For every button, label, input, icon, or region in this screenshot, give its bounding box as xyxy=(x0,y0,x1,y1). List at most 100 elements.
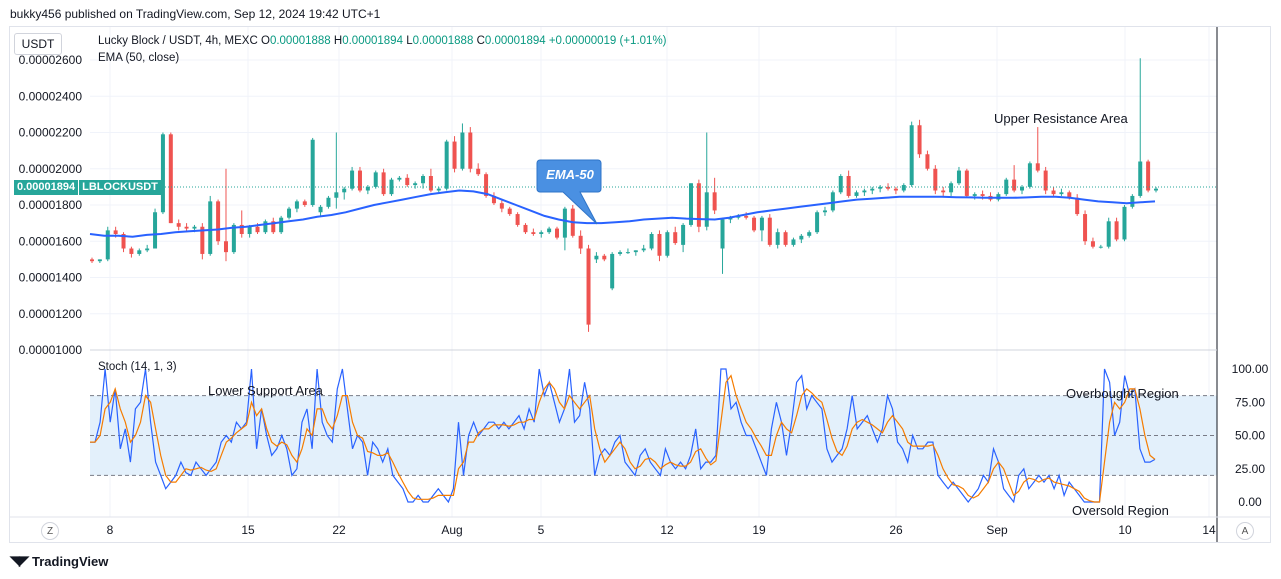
candle-body xyxy=(625,252,630,254)
chart-frame xyxy=(9,26,1271,543)
candles-layer xyxy=(90,58,1158,332)
candle xyxy=(397,176,402,182)
candle xyxy=(531,228,536,236)
candle-body xyxy=(436,188,441,191)
candle xyxy=(373,170,378,189)
candle xyxy=(160,132,165,215)
candle xyxy=(555,226,560,240)
stoch-tick-label: 100.00 xyxy=(1232,362,1269,376)
z-button[interactable]: Z xyxy=(41,522,59,540)
candle xyxy=(878,185,883,193)
candle xyxy=(460,123,465,171)
ema-50-line xyxy=(89,189,1156,238)
candle-body xyxy=(673,232,678,244)
legend-ema: EMA (50, close) xyxy=(98,52,180,64)
candle-body xyxy=(381,172,386,195)
candle-body xyxy=(294,201,299,209)
candle-body xyxy=(1106,221,1111,247)
tradingview-logo-icon: ◥◤ xyxy=(10,553,29,568)
candle xyxy=(1130,194,1135,209)
candle xyxy=(1075,194,1080,216)
candle xyxy=(1059,188,1064,196)
candle-body xyxy=(649,234,654,249)
candle xyxy=(815,210,820,234)
price-tick-label: 0.00002000 xyxy=(19,162,83,176)
price-tick-label: 0.00002200 xyxy=(19,126,83,140)
candle-body xyxy=(192,226,197,229)
candle xyxy=(799,234,804,244)
candle-body xyxy=(815,212,820,233)
legend-change: +0.00000019 (+1.01%) xyxy=(548,35,667,47)
candle xyxy=(649,232,654,251)
candle-body xyxy=(618,252,623,254)
candle xyxy=(381,168,386,196)
candle xyxy=(476,163,481,176)
candle xyxy=(602,253,607,262)
candle-body xyxy=(1035,163,1040,171)
candle-body xyxy=(767,217,772,245)
candle xyxy=(428,168,433,193)
candle-body xyxy=(822,210,827,213)
candle-body xyxy=(893,188,898,191)
candle xyxy=(515,212,520,227)
candle-body xyxy=(137,250,142,254)
candle xyxy=(365,185,370,195)
time-tick-label: 15 xyxy=(241,523,255,537)
time-axis-ticks: 8 15 22 Aug 5 12 19 26 Sep 10 14 xyxy=(107,523,1216,537)
candle xyxy=(1154,186,1158,193)
candle-body xyxy=(334,192,339,198)
candle-body xyxy=(1083,214,1088,242)
candle xyxy=(767,214,772,247)
candle xyxy=(1035,127,1040,173)
candle-body xyxy=(1154,188,1158,191)
legend-low-label: L xyxy=(406,35,413,47)
candle xyxy=(1012,165,1017,193)
candle-body xyxy=(586,248,591,325)
candle xyxy=(129,246,134,258)
time-tick-label: 19 xyxy=(752,523,766,537)
candle-body xyxy=(491,195,496,204)
candle xyxy=(239,210,244,238)
candle xyxy=(807,230,812,238)
candle xyxy=(176,219,181,231)
candle xyxy=(468,127,473,173)
candle-body xyxy=(263,221,268,233)
candle xyxy=(436,186,441,193)
candle xyxy=(105,226,110,262)
overbought-label: Overbought Region xyxy=(1066,386,1179,401)
candle-body xyxy=(484,174,489,196)
candle xyxy=(720,217,725,274)
candle-body xyxy=(1090,241,1095,247)
candle-body xyxy=(302,201,307,205)
time-tick-label: 8 xyxy=(107,523,114,537)
candle xyxy=(688,183,693,227)
candle xyxy=(1051,186,1056,196)
candle xyxy=(145,244,150,253)
candle xyxy=(1114,217,1119,242)
candle xyxy=(830,190,835,213)
candle xyxy=(712,177,717,215)
candle-body xyxy=(476,168,481,175)
candle-body xyxy=(1098,246,1103,248)
candle xyxy=(901,183,906,193)
candle xyxy=(1106,217,1111,249)
currency-selector[interactable]: USDT xyxy=(14,33,62,55)
candle xyxy=(539,230,544,238)
candle-body xyxy=(696,183,701,227)
price-tick-label: 0.00002400 xyxy=(19,89,83,103)
candle xyxy=(586,244,591,332)
time-tick-label: 22 xyxy=(332,523,346,537)
candle xyxy=(421,174,426,189)
candle-body xyxy=(728,217,733,220)
candle-body xyxy=(1059,192,1064,195)
candle xyxy=(791,237,796,247)
candle-body xyxy=(862,190,867,193)
candle xyxy=(444,139,449,191)
candle-body xyxy=(949,183,954,193)
stoch-tick-label: 50.00 xyxy=(1235,429,1265,443)
candle-body xyxy=(255,226,260,233)
a-button[interactable]: A xyxy=(1236,522,1254,540)
candle xyxy=(405,174,410,187)
candle-body xyxy=(318,206,323,213)
